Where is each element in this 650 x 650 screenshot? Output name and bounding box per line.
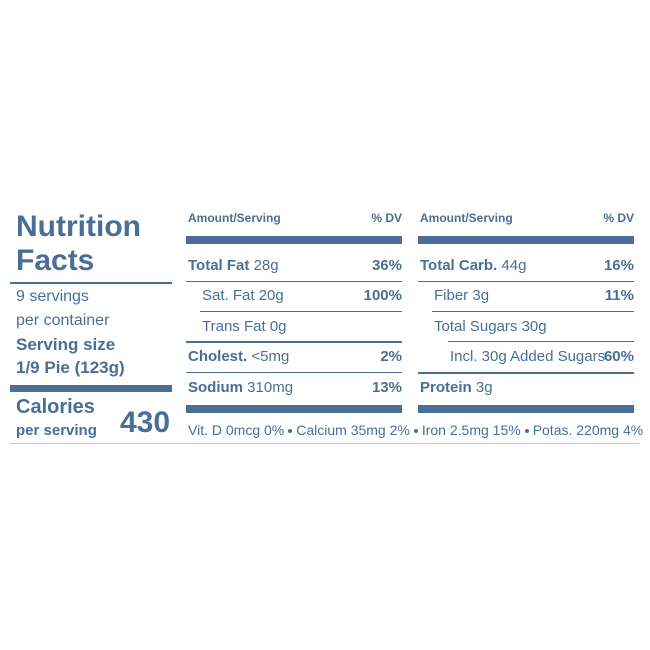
rule	[186, 405, 402, 413]
dv: 60%	[603, 348, 634, 365]
nutrient-row: Fiber 3g 11%	[434, 286, 634, 306]
rule	[186, 281, 402, 282]
serving-size-label: Serving size	[16, 335, 116, 354]
separator	[413, 429, 418, 434]
servings: 9 servings	[16, 288, 89, 305]
dv: 2%	[380, 348, 402, 365]
calories: 430	[120, 406, 171, 439]
nutrient: Sodium	[188, 379, 243, 396]
rule	[186, 341, 402, 343]
rule	[418, 236, 634, 244]
separator	[524, 429, 529, 434]
rule	[448, 341, 634, 342]
nutrient: Total Carb.	[420, 257, 498, 274]
amount: <5mg	[251, 348, 290, 365]
rule	[10, 282, 172, 284]
nutrient: Total Sugars	[434, 318, 518, 335]
nutrient-row: Sat. Fat 20g 100%	[202, 286, 402, 306]
rule	[10, 443, 640, 444]
nutrient: Fiber	[434, 287, 469, 304]
dv: 16%	[603, 257, 634, 274]
nutrient-row: Cholest. <5mg 2%	[188, 347, 402, 367]
nutrient: Trans Fat	[202, 318, 266, 335]
dv: 100%	[363, 287, 402, 304]
separator	[288, 429, 293, 434]
amount: 0g	[269, 318, 287, 335]
nutrient: Sat. Fat	[202, 287, 255, 304]
amount: 44g	[501, 257, 527, 274]
nutrient: Protein	[420, 379, 472, 396]
amount: 3g	[472, 287, 490, 304]
dv: 13%	[371, 379, 402, 396]
rule	[200, 311, 402, 312]
rule	[186, 236, 402, 244]
nutrient-row: Incl. 30g Added Sugars 60%	[450, 347, 634, 367]
rule	[432, 311, 634, 312]
footer-item: Calcium 35mg 2%	[296, 422, 410, 438]
nutrient-row: Total Carb. 44g 16%	[420, 256, 634, 276]
amount: 3g	[475, 379, 493, 396]
nutrient-row: Protein 3g	[420, 378, 634, 398]
amount-header: Amount/Serving	[420, 211, 513, 225]
title: Nutrition Facts	[16, 210, 141, 277]
rule	[186, 372, 402, 373]
nutrient-row: Trans Fat 0g	[202, 317, 402, 337]
rule	[10, 385, 172, 392]
calories-label: Calories	[16, 396, 95, 418]
nutrient-row: Sodium 310mg 13%	[188, 378, 402, 398]
dv-header: % DV	[371, 211, 402, 225]
nutrient-row: Total Fat 28g 36%	[188, 256, 402, 276]
rule	[418, 281, 634, 282]
calories-sub: per serving	[16, 422, 97, 439]
servings: per container	[16, 312, 110, 329]
amount: 20g	[258, 287, 284, 304]
serving-size: 1/9 Pie (123g)	[16, 358, 125, 377]
nutrient: Incl. 30g Added Sugars	[450, 348, 606, 365]
amount-header: Amount/Serving	[188, 211, 281, 225]
footer: Vit. D 0mcg 0% Calcium 35mg 2% Iron 2.5mg …	[188, 422, 643, 438]
nutrient-row: Total Sugars 30g	[434, 317, 634, 337]
footer-item: Potas. 220mg 4%	[532, 422, 644, 438]
rule	[418, 372, 634, 374]
dv: 11%	[604, 287, 634, 304]
amount: 310mg	[247, 379, 294, 396]
footer-item: Vit. D 0mcg 0%	[188, 422, 285, 438]
footer-item: Iron 2.5mg 15%	[421, 422, 521, 438]
dv-header: % DV	[603, 211, 634, 225]
nutrient: Total Fat	[188, 257, 250, 274]
nutrient: Cholest.	[188, 348, 248, 365]
dv: 36%	[371, 257, 402, 274]
rule	[418, 405, 634, 413]
amount: 30g	[521, 318, 547, 335]
amount: 28g	[253, 257, 279, 274]
